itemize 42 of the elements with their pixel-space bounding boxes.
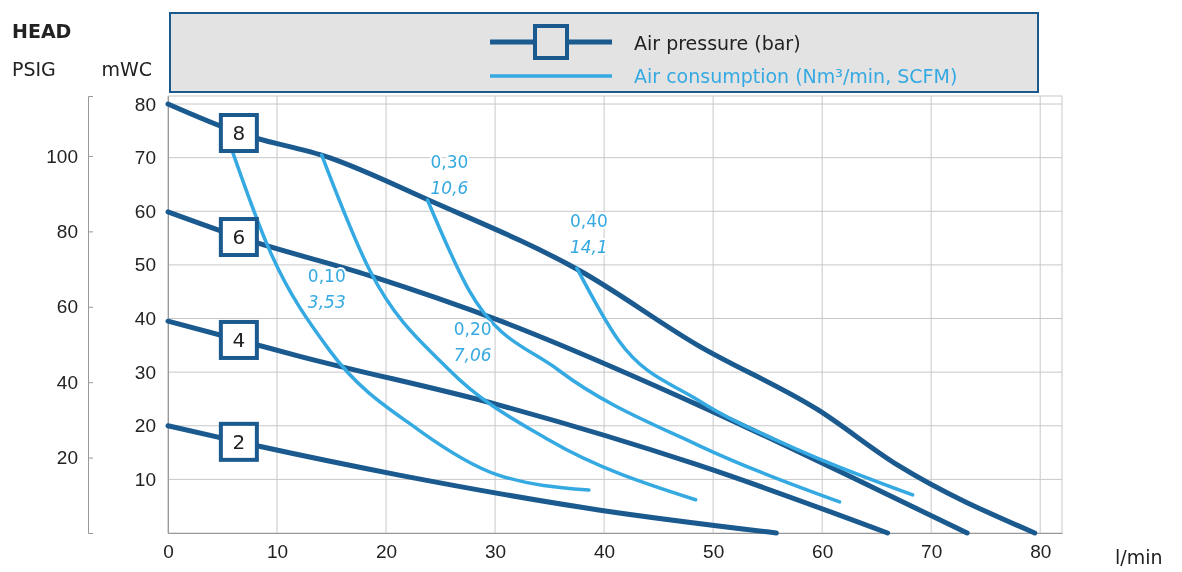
x-tick-label: 0 <box>163 541 174 563</box>
x-tick-label: 20 <box>375 541 398 563</box>
y-tick-label: 50 <box>134 254 156 276</box>
series-label: 8 <box>232 121 246 145</box>
x-tick-label: 70 <box>921 541 943 563</box>
series-label: 2 <box>232 429 246 454</box>
y-axis-title: mWC <box>101 58 152 80</box>
x-tick-label: 50 <box>703 541 725 563</box>
y2-axis-title: PSIG <box>12 58 56 80</box>
series-label: 4 <box>232 327 246 352</box>
x-tick-label: 80 <box>1030 541 1052 563</box>
x-tick-label: 30 <box>485 541 507 563</box>
annotation: 3,53 <box>307 291 346 312</box>
y-tick-label: 80 <box>134 93 156 115</box>
y2-tick-label: 80 <box>56 220 78 242</box>
annotation: 10,6 <box>430 178 469 199</box>
y2-tick-label: 40 <box>56 371 78 393</box>
line-series <box>425 198 842 504</box>
x-axis-title: l/min <box>1115 546 1163 568</box>
y-tick-label: 10 <box>134 468 156 490</box>
line-series <box>575 266 915 497</box>
y2-tick-label: 60 <box>56 296 78 318</box>
y-tick-label: 30 <box>134 361 156 383</box>
annotation: 0,30 <box>430 152 469 173</box>
y-tick-label: 70 <box>134 147 156 169</box>
x-tick-label: 60 <box>812 541 834 563</box>
series-label: 6 <box>232 225 246 250</box>
y2-tick-label: 100 <box>46 145 78 167</box>
text: Air consumption (Nm³/min, SCFM) <box>634 65 958 87</box>
annotation: 0,20 <box>453 318 492 339</box>
annotation: 0,10 <box>307 265 346 286</box>
y-tick-label: 40 <box>134 308 156 330</box>
x-tick-label: 10 <box>266 541 289 563</box>
text: Air pressure (bar) <box>634 32 801 54</box>
annotation: 7,06 <box>453 344 492 365</box>
x-tick-label: 40 <box>594 541 616 563</box>
annotation: 0,40 <box>569 211 608 232</box>
annotation: 14,1 <box>569 237 608 258</box>
y-tick-label: 20 <box>134 415 156 437</box>
chart-title: HEAD <box>12 20 72 42</box>
y-tick-label: 60 <box>134 200 156 222</box>
y2-tick-label: 20 <box>56 447 78 469</box>
